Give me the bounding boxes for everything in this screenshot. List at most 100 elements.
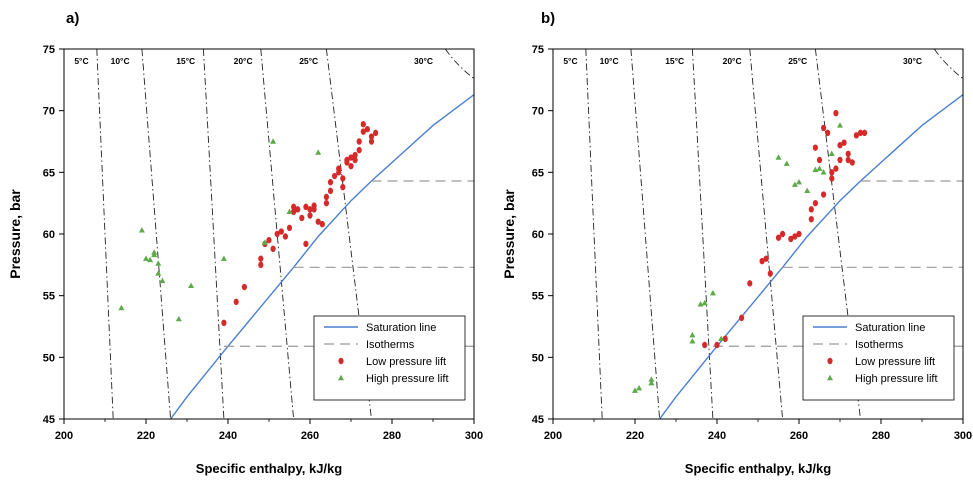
low-lift-point <box>233 298 239 306</box>
low-lift-point <box>307 206 313 213</box>
high-lift-point <box>147 256 154 263</box>
low-lift-point <box>258 255 264 262</box>
low-lift-point <box>291 203 297 211</box>
isotherm-label: 5°C <box>74 56 88 66</box>
legend-swatch-low-lift <box>827 357 833 365</box>
isotherm-guide-2 <box>202 49 225 419</box>
high-lift-point <box>188 282 195 288</box>
x-tick-label: 220 <box>626 430 644 442</box>
legend-label: Isotherms <box>366 339 415 351</box>
low-lift-point <box>352 156 358 164</box>
isotherm-label: 5°C <box>563 56 577 66</box>
x-tick-label: 240 <box>708 430 726 442</box>
high-lift-point <box>791 181 798 187</box>
low-lift-point <box>258 261 264 269</box>
high-lift-point <box>286 208 293 214</box>
low-lift-point <box>348 162 354 170</box>
high-lift-point <box>804 187 811 194</box>
low-lift-point <box>286 224 293 232</box>
low-lift-point <box>849 159 855 166</box>
x-tick-label: 200 <box>544 430 562 442</box>
isotherm-guide-5 <box>933 49 963 79</box>
legend-label: Low pressure lift <box>855 356 935 368</box>
low-lift-point <box>332 172 338 180</box>
low-lift-point <box>763 255 769 262</box>
x-tick-label: 220 <box>137 430 155 442</box>
high-lift-point <box>632 387 638 393</box>
y-tick-label: 65 <box>532 167 544 179</box>
high-lift-point <box>151 249 158 255</box>
low-lift-point <box>311 202 317 209</box>
low-lift-point <box>364 125 370 133</box>
low-lift-point <box>303 203 309 211</box>
x-axis-label: Specific enthalpy, kJ/kg <box>196 461 342 476</box>
low-lift-point <box>274 230 280 238</box>
low-lift-point <box>241 283 247 291</box>
y-tick-label: 55 <box>532 291 544 303</box>
low-lift-point <box>845 150 851 158</box>
low-lift-point <box>780 230 786 238</box>
legend-box <box>802 315 955 401</box>
low-lift-point <box>319 220 325 228</box>
isotherm-guide-1 <box>630 49 661 419</box>
low-lift-point <box>360 128 366 135</box>
high-lift-point <box>837 122 843 128</box>
low-lift-point <box>714 341 720 349</box>
high-lift-point <box>270 138 277 144</box>
low-lift-point <box>837 142 843 149</box>
x-tick-label: 240 <box>219 430 237 442</box>
high-lift-point <box>820 169 827 175</box>
low-lift-point <box>821 191 827 198</box>
low-lift-point <box>821 124 827 132</box>
x-tick-label: 260 <box>790 430 808 442</box>
legend-label: High pressure lift <box>366 373 449 385</box>
y-tick-label: 75 <box>532 44 544 56</box>
y-tick-label: 50 <box>43 352 55 364</box>
low-lift-point <box>833 109 839 117</box>
x-axis-label: Specific enthalpy, kJ/kg <box>685 461 831 476</box>
low-lift-point <box>323 193 329 201</box>
saturation-line <box>659 94 963 419</box>
x-tick-label: 280 <box>872 430 890 442</box>
legend: Saturation line Isotherms Low pressure lif… <box>313 315 466 401</box>
legend-swatch-low-lift <box>338 357 344 365</box>
low-lift-point <box>825 129 831 137</box>
high-lift-point <box>118 304 125 311</box>
panel-label: b) <box>541 10 555 27</box>
high-lift-point <box>636 384 643 391</box>
isotherm-label: 25°C <box>788 56 807 66</box>
isotherm-guide-0 <box>96 49 114 419</box>
low-lift-point <box>356 138 362 145</box>
low-lift-point <box>796 230 802 238</box>
isotherm-label: 30°C <box>903 56 922 66</box>
isotherm-guide-1 <box>141 49 172 419</box>
y-tick-label: 45 <box>532 414 544 426</box>
low-lift-point <box>291 208 297 215</box>
low-lift-point <box>829 175 835 182</box>
high-lift-point <box>796 179 802 185</box>
low-lift-point <box>816 156 823 164</box>
high-lift-point <box>701 299 708 306</box>
low-lift-point <box>336 165 342 172</box>
saturation-line <box>170 94 474 419</box>
low-lift-point <box>373 129 379 137</box>
low-lift-point <box>327 179 334 186</box>
low-lift-point <box>722 335 728 343</box>
y-tick-label: 50 <box>532 352 544 364</box>
low-lift-point <box>845 156 851 164</box>
y-axis-label: Pressure, bar <box>7 189 23 279</box>
low-lift-point <box>812 199 819 207</box>
y-tick-label: 60 <box>532 229 544 241</box>
high-lift-point <box>709 290 716 296</box>
low-lift-point <box>368 138 375 145</box>
low-lift-point <box>759 257 765 265</box>
y-tick-label: 70 <box>43 106 55 118</box>
low-lift-point <box>356 146 362 154</box>
legend-box <box>313 315 466 401</box>
low-lift-point <box>775 234 782 241</box>
low-lift-point <box>808 216 814 223</box>
x-tick-label: 300 <box>954 430 972 442</box>
low-lift-point <box>788 235 794 243</box>
high-lift-point <box>175 315 182 322</box>
